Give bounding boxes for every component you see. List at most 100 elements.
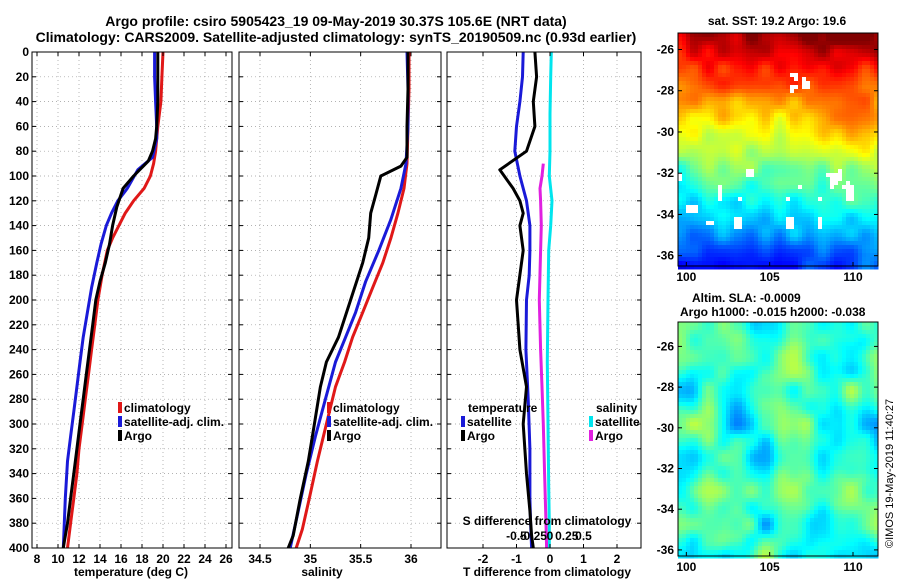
credit-text: ©IMOS 19-May-2019 11:40:27: [884, 399, 896, 548]
legend-swatch-s-argo: [589, 430, 593, 441]
series-t-argo: [498, 51, 539, 549]
x-tick-label: -1: [511, 552, 522, 566]
map-y-tick-label: -28: [657, 380, 675, 394]
x-tick-label: -2: [478, 552, 489, 566]
legend-label-climatology: climatology: [333, 401, 400, 415]
map-x-tick-label: 100: [676, 270, 696, 284]
sla-map-title: Altim. SLA: -0.0009: [692, 291, 801, 305]
y-tick-label: 220: [9, 318, 29, 332]
map-y-tick-label: -30: [657, 421, 675, 435]
x2-tick-label: 0: [547, 529, 554, 543]
sla-map-subtitle: Argo h1000: -0.015 h2000: -0.038: [680, 305, 866, 319]
series-t-satellite: [513, 51, 534, 549]
x-tick-label: 22: [177, 552, 191, 566]
legend-swatch-t-satellite: [461, 416, 465, 427]
legend-label-satellite: satellite-adj. clim.: [333, 415, 433, 429]
map-raster: [678, 33, 879, 270]
map-y-tick-label: -30: [657, 125, 675, 139]
y-tick-label: 140: [9, 219, 29, 233]
map-y-tick-label: -28: [657, 84, 675, 98]
map-y-tick-label: -36: [657, 249, 675, 263]
x-tick-label: 16: [114, 552, 128, 566]
series-argo: [61, 52, 160, 549]
x-tick-label: 0: [547, 552, 554, 566]
x2-tick-label: 0.5: [575, 529, 592, 543]
series-s-satellite: [545, 51, 554, 548]
series-climatology: [294, 52, 411, 549]
x2-tick-label: -0.5: [506, 529, 527, 543]
map-y-tick-label: -26: [657, 42, 675, 56]
map-x-tick-label: 105: [760, 560, 780, 574]
x-tick-label: 36: [404, 552, 418, 566]
y-tick-label: 120: [9, 194, 29, 208]
x-tick-label: 18: [135, 552, 149, 566]
x2-tick-label: -0.25: [520, 529, 548, 543]
y-tick-label: 280: [9, 392, 29, 406]
x-tick-label: 14: [93, 552, 107, 566]
legend-label-argo: Argo: [333, 429, 361, 443]
map-y-tick-label: -34: [657, 207, 675, 221]
y-tick-label: 20: [16, 70, 30, 84]
x-tick-label: 35.5: [349, 552, 373, 566]
legend-swatch-s-satellite: [589, 416, 593, 427]
legend-label-s-argo: Argo: [595, 429, 623, 443]
x2-tick-label: 0.25: [555, 529, 579, 543]
legend-swatch-argo: [327, 430, 331, 441]
difference-legend: temperature satellite Argo salinity sate…: [461, 401, 640, 443]
y-tick-label: 300: [9, 417, 29, 431]
legend-swatch-t-argo: [461, 430, 465, 441]
y-tick-label: 40: [16, 95, 30, 109]
sst-map-title: sat. SST: 19.2 Argo: 19.6: [708, 14, 847, 28]
t-difference-xlabel: T difference from climatology: [463, 565, 631, 579]
y-tick-label: 360: [9, 491, 29, 505]
series-argo: [286, 52, 410, 549]
map-frame: [677, 321, 879, 557]
x-tick-label: 12: [72, 552, 86, 566]
legend-swatch-satellite: [118, 416, 122, 427]
y-tick-label: 160: [9, 243, 29, 257]
y-tick-label: 380: [9, 516, 29, 530]
x-tick-label: 35: [304, 552, 318, 566]
legend-label-satellite: satellite-adj. clim.: [124, 415, 224, 429]
map-x-tick-label: 110: [843, 270, 863, 284]
series-s-argo: [537, 163, 549, 549]
s-difference-xlabel: S difference from climatology: [463, 514, 632, 528]
legend-label-argo: Argo: [124, 429, 152, 443]
grid: [32, 52, 232, 548]
legend-swatch-climatology: [327, 402, 331, 413]
x-tick-label: 10: [51, 552, 65, 566]
temperature-legend: climatology satellite-adj. clim. Argo: [118, 401, 224, 443]
temperature-xlabel: temperature (deg C): [74, 565, 188, 579]
legend-label-t-argo: Argo: [467, 429, 495, 443]
figure-title-line1: Argo profile: csiro 5905423_19 09-May-20…: [105, 13, 566, 29]
x-tick-label: 20: [156, 552, 170, 566]
map-y-tick-label: -26: [657, 339, 675, 353]
legend-swatch-argo: [118, 430, 122, 441]
map-y-tick-label: -32: [657, 166, 675, 180]
salinity-panel: 34.5 35 35.5 36: [238, 51, 442, 566]
x-tick-label: 8: [34, 552, 41, 566]
y-tick-label: 200: [9, 293, 29, 307]
y-tick-label: 100: [9, 169, 29, 183]
legend-title-temperature: temperature: [468, 401, 538, 415]
grid: [239, 52, 441, 548]
salinity-xlabel: salinity: [301, 565, 343, 579]
legend-label-t-satellite: satellite: [467, 415, 512, 429]
y-tick-label: 260: [9, 367, 29, 381]
legend-swatch-satellite: [327, 416, 331, 427]
map-x-tick-label: 105: [760, 270, 780, 284]
difference-panel: -2 -1 0 1 2-0.5-0.25 0 0.250.5: [446, 51, 642, 566]
y-tick-label: 60: [16, 119, 30, 133]
x-tick-label: 24: [198, 552, 212, 566]
y-tick-label: 400: [9, 541, 29, 555]
legend-title-salinity: salinity: [596, 401, 638, 415]
y-tick-label: 240: [9, 343, 29, 357]
map-x-tick-label: 110: [843, 560, 863, 574]
y-tick-label: 320: [9, 442, 29, 456]
x-tick-label: 26: [219, 552, 233, 566]
legend-label-climatology: climatology: [124, 401, 191, 415]
figure-title-line2: Climatology: CARS2009. Satellite-adjuste…: [36, 29, 637, 45]
